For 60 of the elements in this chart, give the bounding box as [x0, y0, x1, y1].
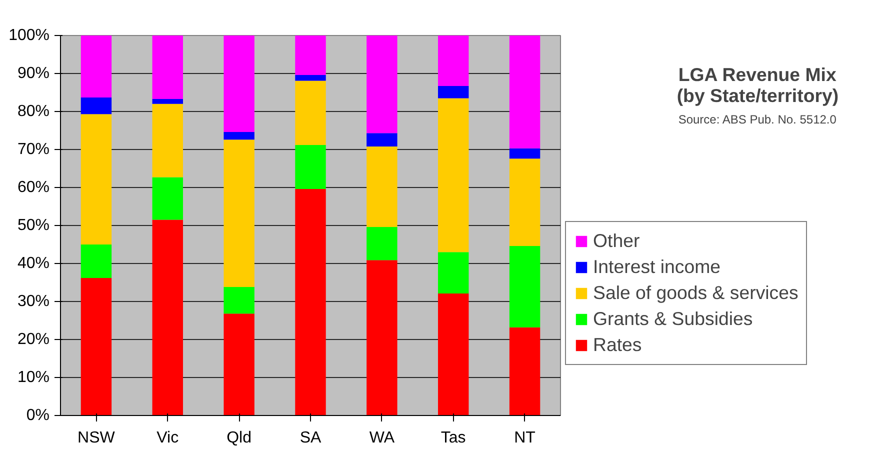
y-tick-label: 70% — [17, 141, 50, 158]
x-tick-label: WA — [369, 430, 395, 446]
legend-label: Grants & Subsidies — [593, 308, 753, 330]
bar — [438, 36, 469, 86]
bar — [152, 177, 183, 220]
bar — [224, 132, 254, 140]
source-note: Source: ABS Pub. No. 5512.0 — [678, 112, 837, 127]
bar — [295, 36, 326, 76]
legend-label: Interest income — [593, 256, 721, 278]
bar — [366, 227, 398, 260]
bar — [224, 140, 254, 288]
text: LGA Revenue Mix (by State/territory) — [676, 64, 839, 106]
x-tick-label: Tas — [440, 430, 466, 446]
y-tick-label: 50% — [17, 217, 50, 234]
bar — [224, 314, 254, 416]
bar — [152, 104, 183, 178]
y-tick-label: 0% — [26, 407, 50, 424]
bar — [438, 294, 469, 416]
bar — [295, 75, 326, 81]
y-tick-label: 10% — [17, 369, 50, 386]
y-tick-label: 100% — [8, 27, 50, 44]
bar — [295, 144, 326, 190]
x-tick-label: NT — [514, 430, 536, 446]
bar — [80, 97, 112, 114]
bar — [295, 80, 326, 145]
bar — [152, 98, 183, 104]
bar — [509, 36, 540, 148]
bar — [366, 133, 398, 146]
bar — [224, 36, 254, 132]
bar — [295, 189, 326, 416]
legend-label: Sale of goods & services — [593, 282, 798, 304]
bar — [152, 36, 183, 99]
y-tick-label: 20% — [17, 331, 50, 348]
bar — [80, 278, 112, 416]
bar — [509, 327, 540, 416]
y-tick-label: 40% — [17, 255, 50, 272]
bar — [366, 146, 398, 228]
y-tick-label: 90% — [17, 65, 50, 82]
x-tick-label: Vic — [156, 430, 179, 446]
x-tick-label: NSW — [78, 430, 116, 446]
x-tick-label: Qld — [226, 430, 252, 446]
bar — [509, 148, 540, 159]
bar — [80, 36, 112, 98]
bar — [224, 287, 254, 314]
x-tick-label: SA — [300, 430, 322, 446]
y-tick-label: 80% — [17, 103, 50, 120]
legend-label: Other — [593, 230, 640, 252]
bar — [438, 98, 469, 252]
bar — [438, 86, 469, 98]
bar — [509, 158, 540, 246]
bar — [80, 114, 112, 244]
bar — [509, 246, 540, 328]
bar — [366, 36, 398, 134]
bar — [152, 220, 183, 416]
y-tick-label: 30% — [17, 293, 50, 310]
bar — [366, 260, 398, 416]
y-tick-label: 60% — [17, 179, 50, 196]
bar — [438, 252, 469, 294]
legend-label: Rates — [593, 334, 642, 356]
bar — [80, 244, 112, 278]
